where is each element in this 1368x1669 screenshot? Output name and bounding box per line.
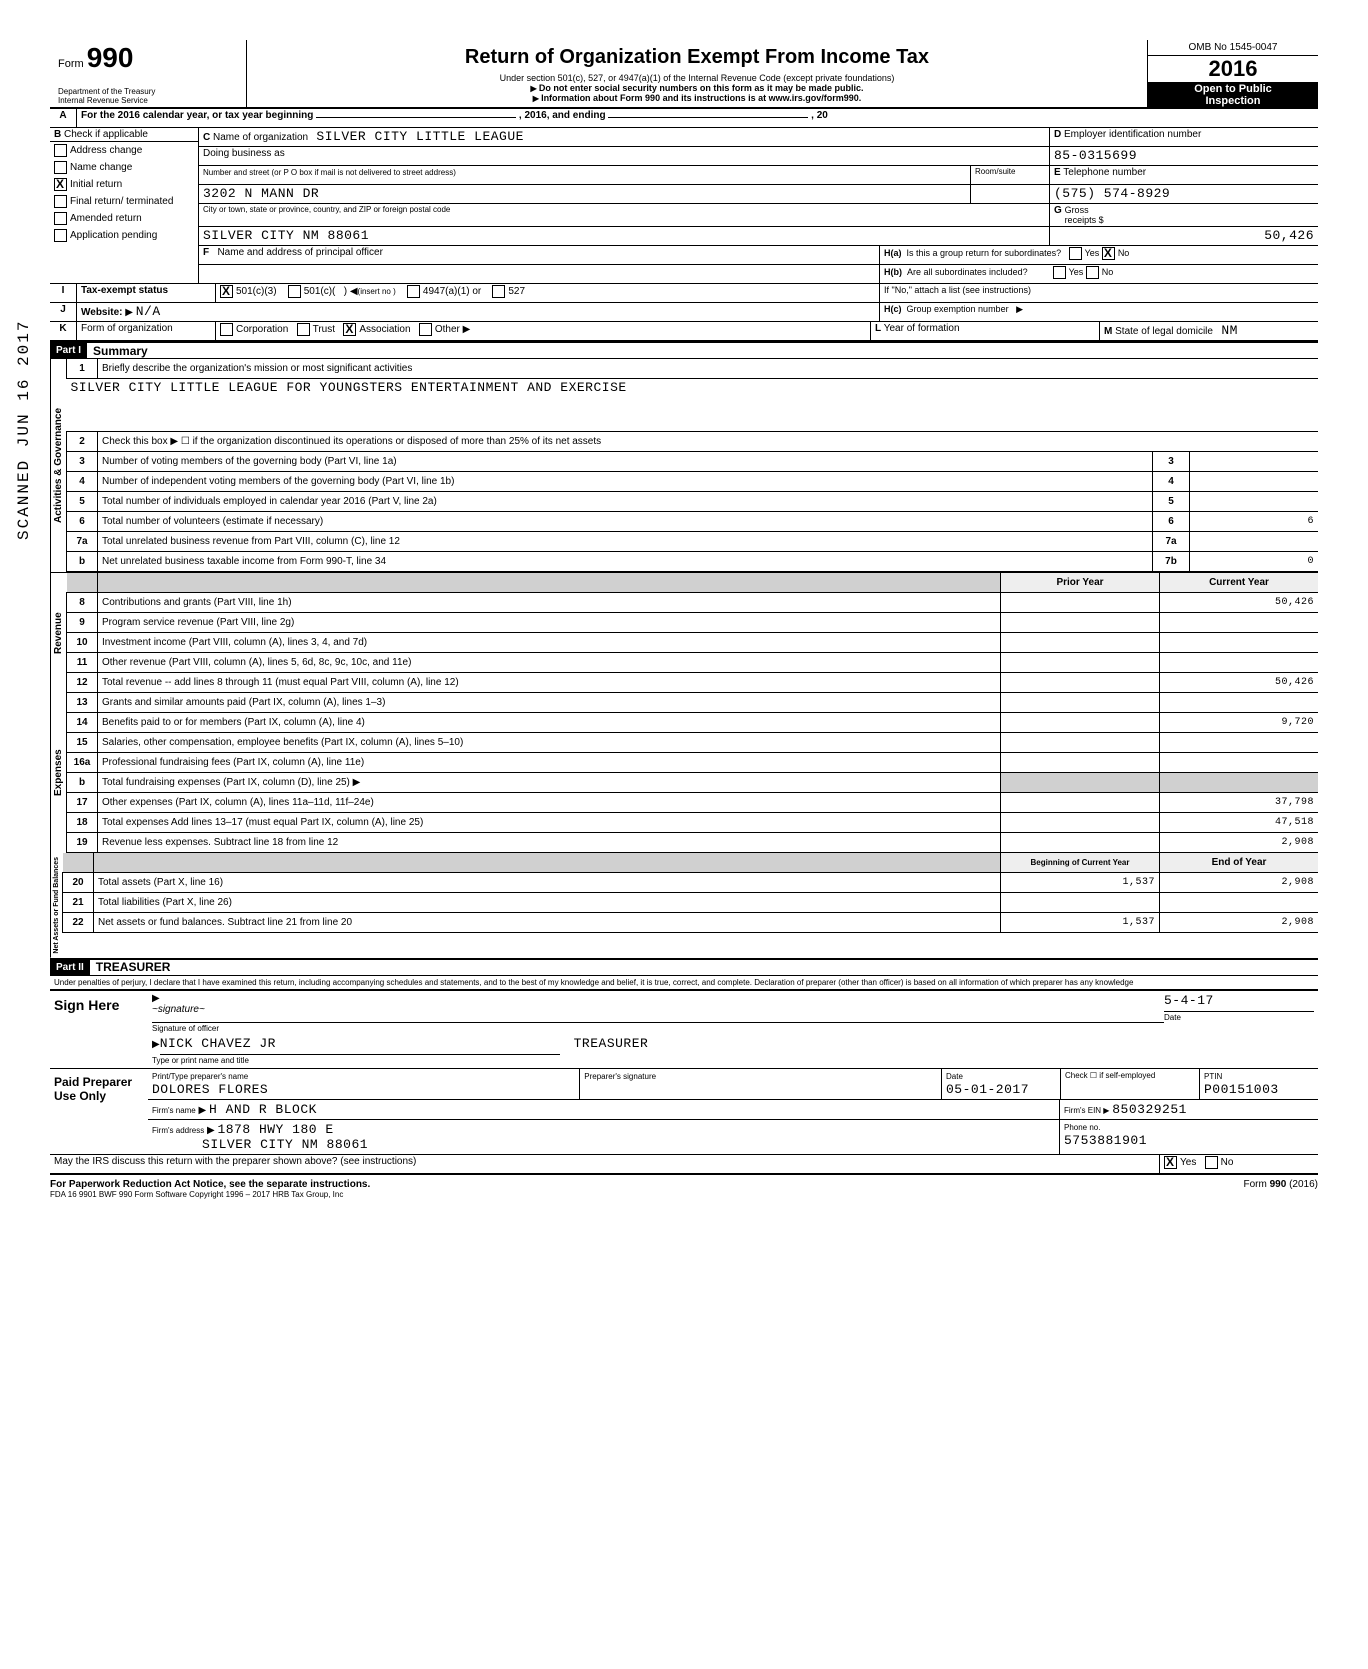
officer-label: Name and address of principal officer (217, 247, 382, 258)
other-exp-val: 37,798 (1160, 793, 1319, 813)
line2-text: Check this box ▶ ☐ if the organization d… (98, 432, 1319, 452)
phone-value: (575) 574-8929 (1050, 185, 1318, 203)
firm-addr1: 1878 HWY 180 E (217, 1122, 333, 1137)
perjury-text: Under penalties of perjury, I declare th… (50, 976, 1318, 989)
netassets-begin: 1,537 (1001, 913, 1160, 933)
gov-3-val (1190, 452, 1319, 472)
ein-value: 85-0315699 (1050, 147, 1318, 165)
contributions-val: 50,426 (1160, 593, 1319, 613)
check-initial[interactable]: Initial return (50, 176, 198, 193)
line-a: A For the 2016 calendar year, or tax yea… (50, 109, 1318, 128)
assets-begin: 1,537 (1001, 873, 1160, 893)
subtitle-3: Information about Form 990 and its instr… (255, 93, 1139, 103)
hb-note: If "No," attach a list (see instructions… (884, 285, 1031, 295)
sig-date: 5-4-17 (1164, 993, 1314, 1012)
ha-label: Is this a group return for subordinates? (907, 248, 1062, 258)
form-header: Form 990 Department of the Treasury Inte… (50, 40, 1318, 109)
inspection-label: Inspection (1205, 95, 1260, 107)
gov-3-desc: Number of voting members of the governin… (98, 452, 1153, 472)
tax-year: 2016 (1148, 56, 1318, 83)
line-a-mid: , 2016, and ending (519, 110, 606, 121)
prior-year-header: Prior Year (1001, 573, 1160, 593)
ptin-value: P00151003 (1204, 1082, 1279, 1097)
sig-officer-label: Signature of officer (152, 1024, 219, 1033)
website-value: N/A (136, 304, 161, 319)
city-value: SILVER CITY NM 88061 (199, 227, 1050, 245)
may-irs-text: May the IRS discuss this return with the… (50, 1155, 1160, 1173)
hb-label: Are all subordinates included? (907, 267, 1028, 277)
ubti-val: 0 (1190, 552, 1319, 572)
officer-name: NICK CHAVEZ JR (160, 1036, 560, 1055)
fda-footer: FDA 16 9901 BWF 990 Form Software Copyri… (50, 1190, 1318, 1199)
domicile-label: State of legal domicile (1115, 326, 1213, 337)
rev-less-exp-val: 2,908 (1160, 833, 1319, 853)
phone-label: Telephone number (1063, 167, 1146, 178)
city-label: City or town, state or province, country… (199, 204, 1050, 226)
subtitle-2: Do not enter social security numbers on … (255, 83, 1139, 93)
assets-end: 2,908 (1160, 873, 1319, 893)
firm-phone: 5753881901 (1064, 1133, 1147, 1148)
gross-receipts: 50,426 (1050, 227, 1318, 245)
part-1-header: Part I Summary (50, 342, 1318, 359)
current-year-header: Current Year (1160, 573, 1319, 593)
sign-here-label: Sign Here (50, 991, 148, 1068)
benefits-val: 9,720 (1160, 713, 1319, 733)
scanned-stamp: SCANNED JUN 16 2017 (15, 320, 33, 540)
check-applicable-label: Check if applicable (64, 129, 148, 140)
line-a-end: , 20 (811, 110, 828, 121)
prep-date: 05-01-2017 (946, 1082, 1029, 1097)
line1-label: Briefly describe the organization's miss… (102, 363, 412, 374)
mission-text: SILVER CITY LITTLE LEAGUE FOR YOUNGSTERS… (71, 380, 627, 395)
end-year-header: End of Year (1160, 853, 1319, 873)
expenses-vlabel: Expenses (50, 693, 66, 853)
dept-label: Department of the Treasury (58, 87, 155, 96)
netassets-end: 2,908 (1160, 913, 1319, 933)
firm-addr2: SILVER CITY NM 88061 (202, 1137, 368, 1152)
volunteers-val: 6 (1190, 512, 1319, 532)
begin-year-header: Beginning of Current Year (1001, 853, 1160, 873)
paid-preparer-label: Paid Preparer Use Only (50, 1069, 148, 1154)
irs-label: Internal Revenue Service (58, 96, 148, 105)
paperwork-notice: For Paperwork Reduction Act Notice, see … (50, 1179, 370, 1190)
check-address[interactable]: Address change (50, 142, 198, 159)
part-2-header: Part II TREASURER (50, 959, 1318, 976)
officer-title: TREASURER (574, 1036, 649, 1051)
open-label: Open to Public (1194, 83, 1272, 95)
revenue-vlabel: Revenue (50, 573, 66, 693)
preparer-name: DOLORES FLORES (152, 1082, 268, 1097)
form-title: Return of Organization Exempt From Incom… (255, 46, 1139, 69)
line-k: K Form of organization Corporation Trust… (50, 322, 1318, 342)
line-i: I Tax-exempt status 501(c)(3) 501(c)( ) … (50, 284, 1318, 303)
room-label: Room/suite (971, 166, 1050, 184)
ein-label: Employer identification number (1064, 129, 1201, 140)
domicile-value: NM (1221, 323, 1238, 338)
org-name: SILVER CITY LITTLE LEAGUE (316, 129, 524, 144)
subtitle-1: Under section 501(c), 527, or 4947(a)(1)… (255, 73, 1139, 83)
check-amended[interactable]: Amended return (50, 210, 198, 227)
check-pending[interactable]: Application pending (50, 227, 198, 244)
dba-label: Doing business as (203, 148, 285, 159)
street-value: 3202 N MANN DR (199, 185, 971, 203)
form-number: Form 990 (58, 42, 238, 74)
firm-ein: 850329251 (1112, 1102, 1187, 1117)
street-label: Number and street (or P O box if mail is… (203, 168, 456, 177)
hc-label: Group exemption number (907, 304, 1009, 314)
self-employed-check[interactable]: Check ☐ if self-employed (1061, 1069, 1200, 1099)
check-final[interactable]: Final return/ terminated (50, 193, 198, 210)
omb-number: OMB No 1545-0047 (1148, 40, 1318, 56)
year-formation-label: Year of formation (884, 323, 960, 334)
total-exp-val: 47,518 (1160, 813, 1319, 833)
net-vlabel: Net Assets or Fund Balances (50, 853, 62, 958)
check-name-change[interactable]: Name change (50, 159, 198, 176)
form-ref: Form 990 (2016) (1244, 1179, 1318, 1190)
org-name-label: Name of organization (213, 132, 308, 143)
line-a-pre: For the 2016 calendar year, or tax year … (81, 110, 313, 121)
total-revenue-val: 50,426 (1160, 673, 1319, 693)
governance-vlabel: Activities & Governance (50, 359, 66, 572)
firm-name: H AND R BLOCK (209, 1102, 317, 1117)
line-j: J Website: ▶ N/A H(c) Group exemption nu… (50, 303, 1318, 322)
